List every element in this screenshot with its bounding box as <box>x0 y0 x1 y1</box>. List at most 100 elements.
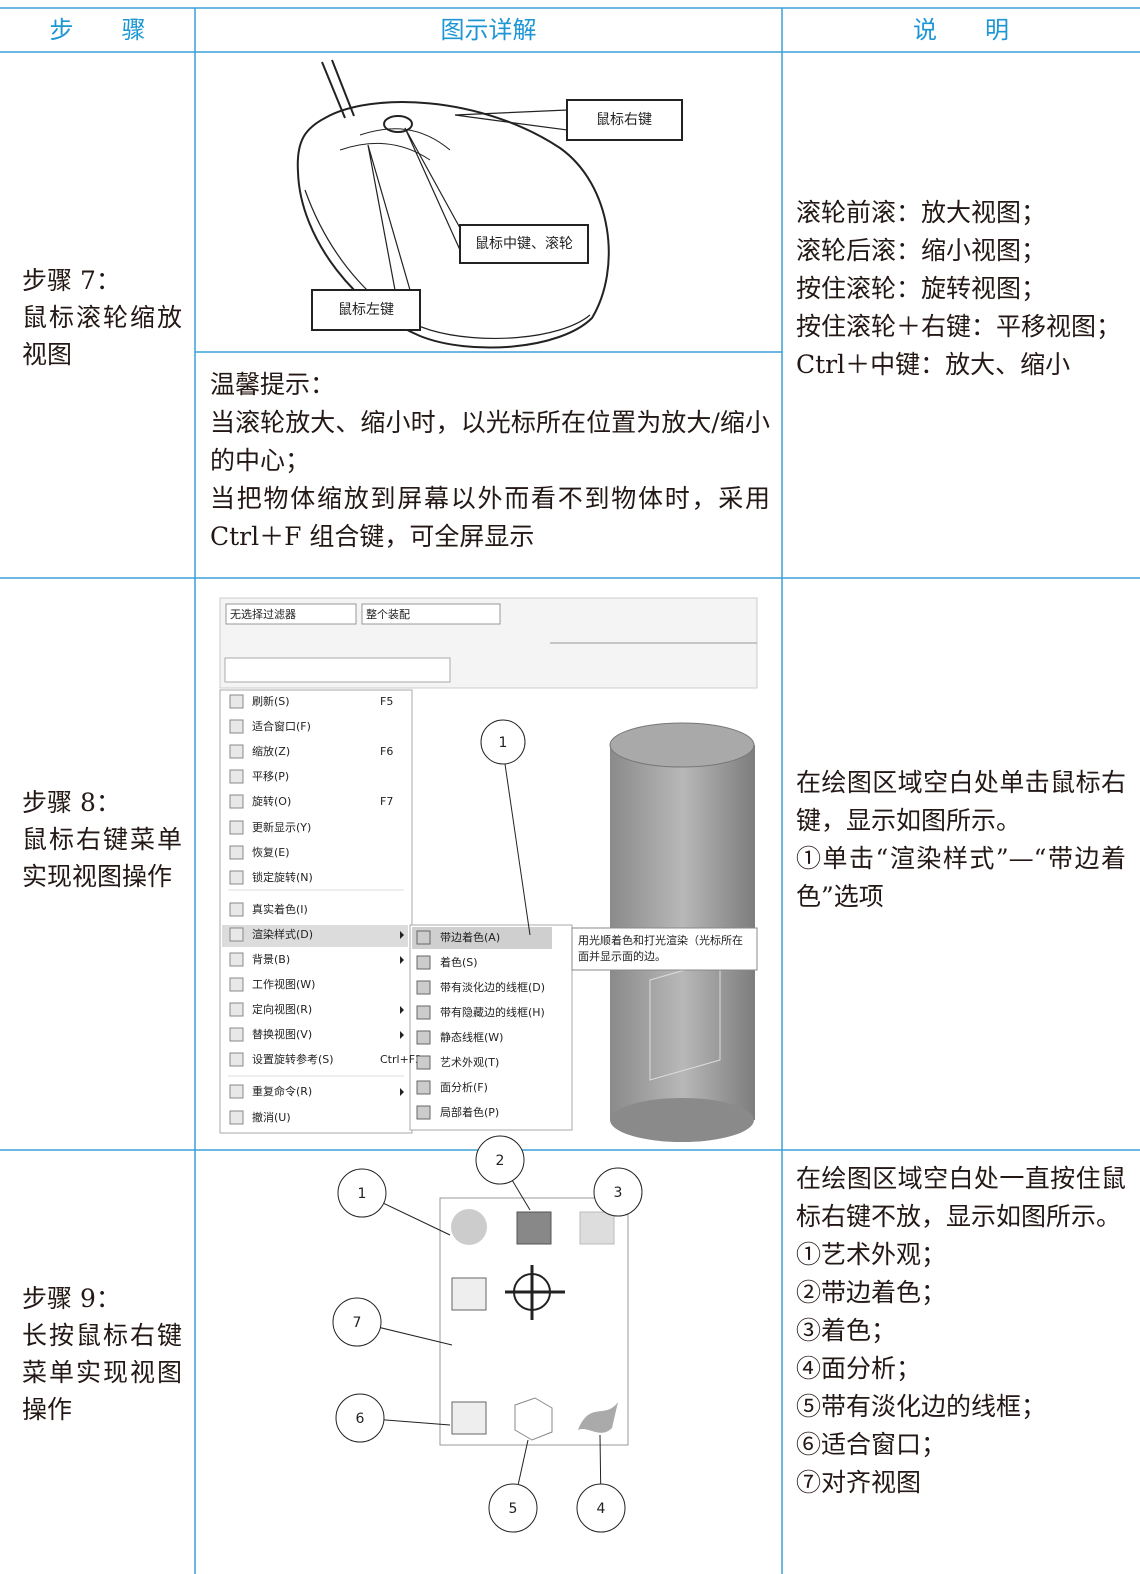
menu-item: 设置旋转参考(S) <box>252 1052 334 1066</box>
header-cell: 步 骤 <box>49 16 146 44</box>
menu-item: 恢复(E) <box>252 845 290 859</box>
menu-item: 撤消(U) <box>252 1110 291 1124</box>
description: 滚轮前滚：放大视图； 滚轮后滚：缩小视图； 按住滚轮：旋转视图； 按住滚轮＋右键：平移… <box>796 194 1126 384</box>
callout-number: 1 <box>358 1186 367 1202</box>
description-line: 在绘图区域空白处一直按住鼠标右键不放，显示如图所示。 <box>796 1164 1126 1231</box>
menu-icon <box>416 1105 431 1120</box>
step-cell: 步骤 8： 鼠标右键菜单实现视图操作 <box>22 784 182 895</box>
menu-shortcut: F6 <box>380 745 393 758</box>
description-line: ①艺术外观； <box>796 1240 947 1269</box>
tip: 温馨提示： 当滚轮放大、缩小时，以光标所在位置为放大/缩小的中心； 当把物体缩放… <box>210 366 770 556</box>
step-number: 步骤 9： <box>22 1284 121 1313</box>
menu-icon <box>229 820 244 835</box>
callout-circle <box>488 1483 538 1533</box>
description-line: 在绘图区域空白处单击鼠标右键，显示如图所示。 <box>796 768 1126 835</box>
submenu-arrow <box>400 1031 404 1039</box>
description-line: ①单击“渲染样式”—“带边着色”选项 <box>796 844 1126 911</box>
menu-item: 背景(B) <box>252 952 290 966</box>
callout-circle <box>332 1297 382 1347</box>
callout-number: 2 <box>496 1153 505 1169</box>
description-line: ⑥适合窗口； <box>796 1430 947 1459</box>
menu-icon <box>229 845 244 860</box>
tooltip-line: 用光顺着色和打光渲染（光标所在 <box>578 933 743 947</box>
filter-dropdown: 整个装配 <box>366 607 410 621</box>
description-line: ⑦对齐视图 <box>796 1468 922 1497</box>
menu-icon <box>229 870 244 885</box>
submenu-item: 艺术外观(T) <box>440 1056 499 1069</box>
menu-icon <box>229 1084 244 1099</box>
callout-circle <box>335 1393 385 1443</box>
menu-shortcut: Ctrl+F2 <box>380 1053 422 1066</box>
submenu-item: 静态线框(W) <box>440 1030 503 1044</box>
menu-item: 渲染样式(D) <box>252 927 313 941</box>
menu-icon <box>416 1055 431 1070</box>
callout-number: 4 <box>597 1501 606 1517</box>
menu-item: 替换视图(V) <box>252 1027 312 1041</box>
menu-item: 平移(P) <box>252 770 289 783</box>
description-line: ⑤带有淡化边的线框； <box>796 1392 1047 1421</box>
description-line: Ctrl＋中键：放大、缩小 <box>796 350 1071 379</box>
submenu-arrow <box>400 931 404 939</box>
description-line: ②带边着色； <box>796 1278 947 1307</box>
menu-item: 重复命令(R) <box>252 1084 312 1098</box>
menu-item: 工作视图(W) <box>252 977 315 991</box>
description: 在绘图区域空白处一直按住鼠标右键不放，显示如图所示。 ①艺术外观； ②带边着色； ③着… <box>796 1160 1126 1502</box>
menu-icon <box>229 1110 244 1125</box>
step-cell: 步骤 7： 鼠标滚轮缩放视图 <box>22 262 182 373</box>
menu-icon <box>416 980 431 995</box>
callout-circle <box>576 1483 626 1533</box>
menu-icon <box>416 1030 431 1045</box>
filter-dropdown: 无选择过滤器 <box>230 607 296 621</box>
tip-line: 当滚轮放大、缩小时，以光标所在位置为放大/缩小的中心； <box>210 408 770 475</box>
submenu-arrow <box>400 1006 404 1014</box>
menu-icon <box>416 955 431 970</box>
tip-line: 当把物体缩放到屏幕以外而看不到物体时，采用 Ctrl＋F 组合键，可全屏显示 <box>210 484 770 551</box>
menu-icon <box>229 769 244 784</box>
submenu-item: 面分析(F) <box>440 1080 488 1094</box>
tooltip-line: 面并显示面的边。 <box>578 949 666 963</box>
menu-icon <box>229 744 244 759</box>
menu-icon <box>229 719 244 734</box>
callout-label: 鼠标中键、滚轮 <box>475 235 573 252</box>
menu-icon <box>229 794 244 809</box>
callout-number: 6 <box>356 1411 365 1427</box>
submenu-item: 带边着色(A) <box>440 930 500 944</box>
callout-label: 鼠标左键 <box>338 302 394 318</box>
menu-icon <box>229 694 244 709</box>
description-line: 滚轮前滚：放大视图； <box>796 198 1047 227</box>
step-title: 鼠标右键菜单实现视图操作 <box>22 825 182 891</box>
description-line: 按住滚轮＋右键：平移视图； <box>796 312 1122 341</box>
menu-icon <box>229 927 244 942</box>
menu-icon <box>416 1080 431 1095</box>
table-borders <box>0 7 1140 1574</box>
description-line: ④面分析； <box>796 1354 922 1383</box>
menu-icon <box>229 952 244 967</box>
radial-menu <box>439 1197 629 1446</box>
tip-title: 温馨提示： <box>210 370 336 399</box>
callout-number: 7 <box>353 1315 362 1331</box>
callout-circle <box>593 1167 643 1217</box>
step-title: 长按鼠标右键菜单实现视图操作 <box>22 1321 182 1424</box>
step-number: 步骤 7： <box>22 266 121 295</box>
menu-icon <box>229 1002 244 1017</box>
menu-item: 适合窗口(F) <box>252 719 311 733</box>
menu-shortcut: F5 <box>380 695 393 708</box>
description-line: 按住滚轮：旋转视图； <box>796 274 1047 303</box>
step-title: 鼠标滚轮缩放视图 <box>22 303 182 369</box>
submenu-item: 带有淡化边的线框(D) <box>440 980 545 994</box>
callout-number: 3 <box>614 1185 623 1201</box>
menu-item: 真实着色(I) <box>252 902 308 916</box>
menu-item: 刷新(S) <box>252 694 290 708</box>
callout-label: 鼠标右键 <box>596 112 652 128</box>
menu-item: 定向视图(R) <box>252 1002 312 1016</box>
submenu-item: 局部着色(P) <box>440 1105 499 1119</box>
menu-icon <box>229 977 244 992</box>
callout-circle <box>475 1135 525 1185</box>
submenu-item: 着色(S) <box>440 955 478 969</box>
menu-shortcut: F7 <box>380 795 393 808</box>
menu-icon <box>229 902 244 917</box>
menu-icon <box>416 930 431 945</box>
cad-screenshot <box>219 597 758 1142</box>
